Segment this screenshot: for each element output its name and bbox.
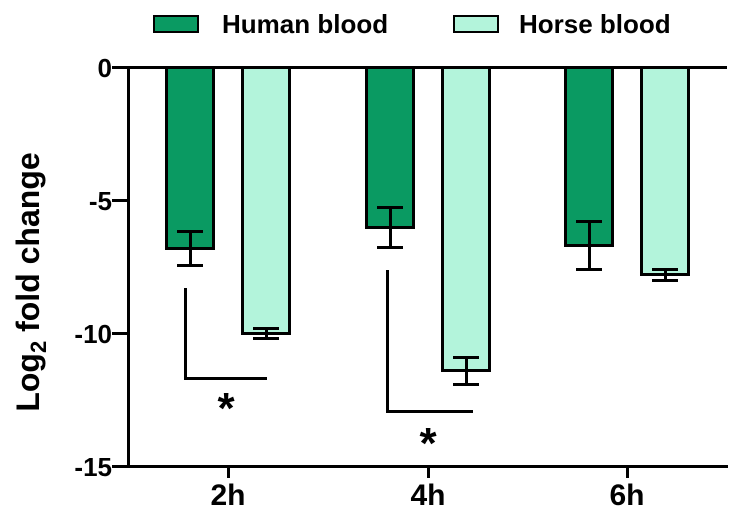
y-axis-tick (112, 332, 128, 335)
error-bar-cap (253, 337, 279, 341)
error-bar-cap (377, 245, 403, 249)
error-bar-cap (177, 264, 203, 268)
error-bar-line (587, 221, 591, 270)
y-axis-tick (112, 199, 128, 202)
error-bar-cap (576, 268, 602, 272)
y-tick-label: -5 (88, 185, 112, 216)
x-axis-tick (426, 468, 430, 478)
error-bar-cap (576, 220, 602, 224)
error-bar-cap (377, 205, 403, 209)
x-tick-label: 2h (210, 479, 246, 512)
y-tick-label: -10 (74, 318, 112, 349)
error-bar-cap (453, 355, 479, 359)
zero-line (112, 66, 727, 69)
sig-asterisk: * (217, 384, 235, 433)
error-bar-line (388, 207, 392, 248)
y-axis-tick (112, 465, 128, 468)
error-bar-cap (253, 326, 279, 330)
error-bar-cap (177, 229, 203, 233)
legend-swatch-horse-blood (453, 15, 499, 33)
sig-bracket-vertical (183, 288, 187, 380)
error-bar-cap (652, 278, 678, 282)
error-bar-line (663, 269, 667, 281)
error-bar-line (464, 357, 468, 385)
sig-bracket-horizontal (183, 377, 267, 380)
bar-horse-blood-2h (241, 66, 291, 335)
x-axis-tick (625, 468, 629, 478)
bar-human-blood-2h (165, 66, 215, 250)
error-bar-line (188, 231, 192, 266)
x-tick-label: 4h (410, 479, 446, 512)
legend-label-human-blood: Human blood (222, 9, 389, 39)
legend-swatch-human-blood (153, 15, 199, 33)
x-axis-line (112, 465, 728, 468)
error-bar-cap (453, 382, 479, 386)
error-bar-line (264, 328, 268, 339)
y-tick-label: 0 (97, 52, 112, 83)
bar-human-blood-6h (564, 66, 614, 248)
bar-horse-blood-4h (441, 66, 491, 373)
sig-bracket-horizontal (385, 410, 473, 413)
legend-label-horse-blood: Horse blood (519, 9, 671, 39)
bar-horse-blood-6h (640, 66, 690, 277)
x-axis-tick (226, 468, 230, 478)
error-bar-cap (652, 268, 678, 272)
sig-asterisk: * (419, 419, 437, 468)
y-axis-tick (112, 66, 128, 69)
y-tick-label: -15 (74, 451, 112, 482)
x-tick-label: 6h (609, 479, 645, 512)
bar-human-blood-4h (365, 66, 415, 229)
sig-bracket-vertical (385, 270, 389, 413)
y-axis-line (126, 66, 130, 468)
